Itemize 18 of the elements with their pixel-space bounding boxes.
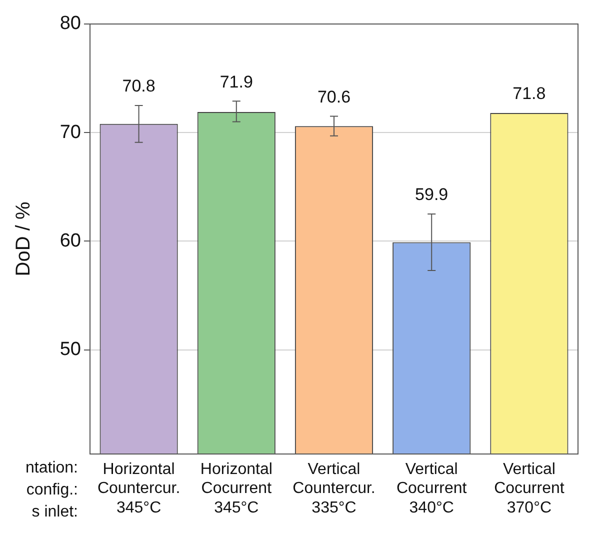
x-tick-label: Horizontal Countercur. 345°C: [97, 461, 180, 516]
text: s inlet:: [32, 503, 78, 520]
x-tick-label: Vertical Countercur. 335°C: [292, 461, 376, 516]
y-axis-title: DoD / %: [12, 202, 35, 276]
data-label: 70.8: [122, 76, 156, 96]
text: config.:: [26, 481, 78, 498]
data-label: 59.9: [415, 185, 448, 204]
x-tick-label: Vertical Cocurrent 370°C: [494, 461, 565, 516]
y-tick-label: 70: [60, 122, 81, 143]
x-tick-label: Horizontal Cocurrent 345°C: [200, 461, 272, 516]
data-label: 70.6: [317, 87, 351, 106]
y-tick-label: 50: [60, 338, 81, 360]
text: ntation:: [26, 459, 78, 476]
y-tick-label: 60: [60, 230, 81, 252]
data-label: 71.8: [512, 84, 546, 104]
x-tick-label: Vertical Cocurrent 340°C: [396, 461, 468, 516]
y-tick-label: 80: [60, 13, 81, 34]
data-label: 71.9: [220, 72, 253, 92]
